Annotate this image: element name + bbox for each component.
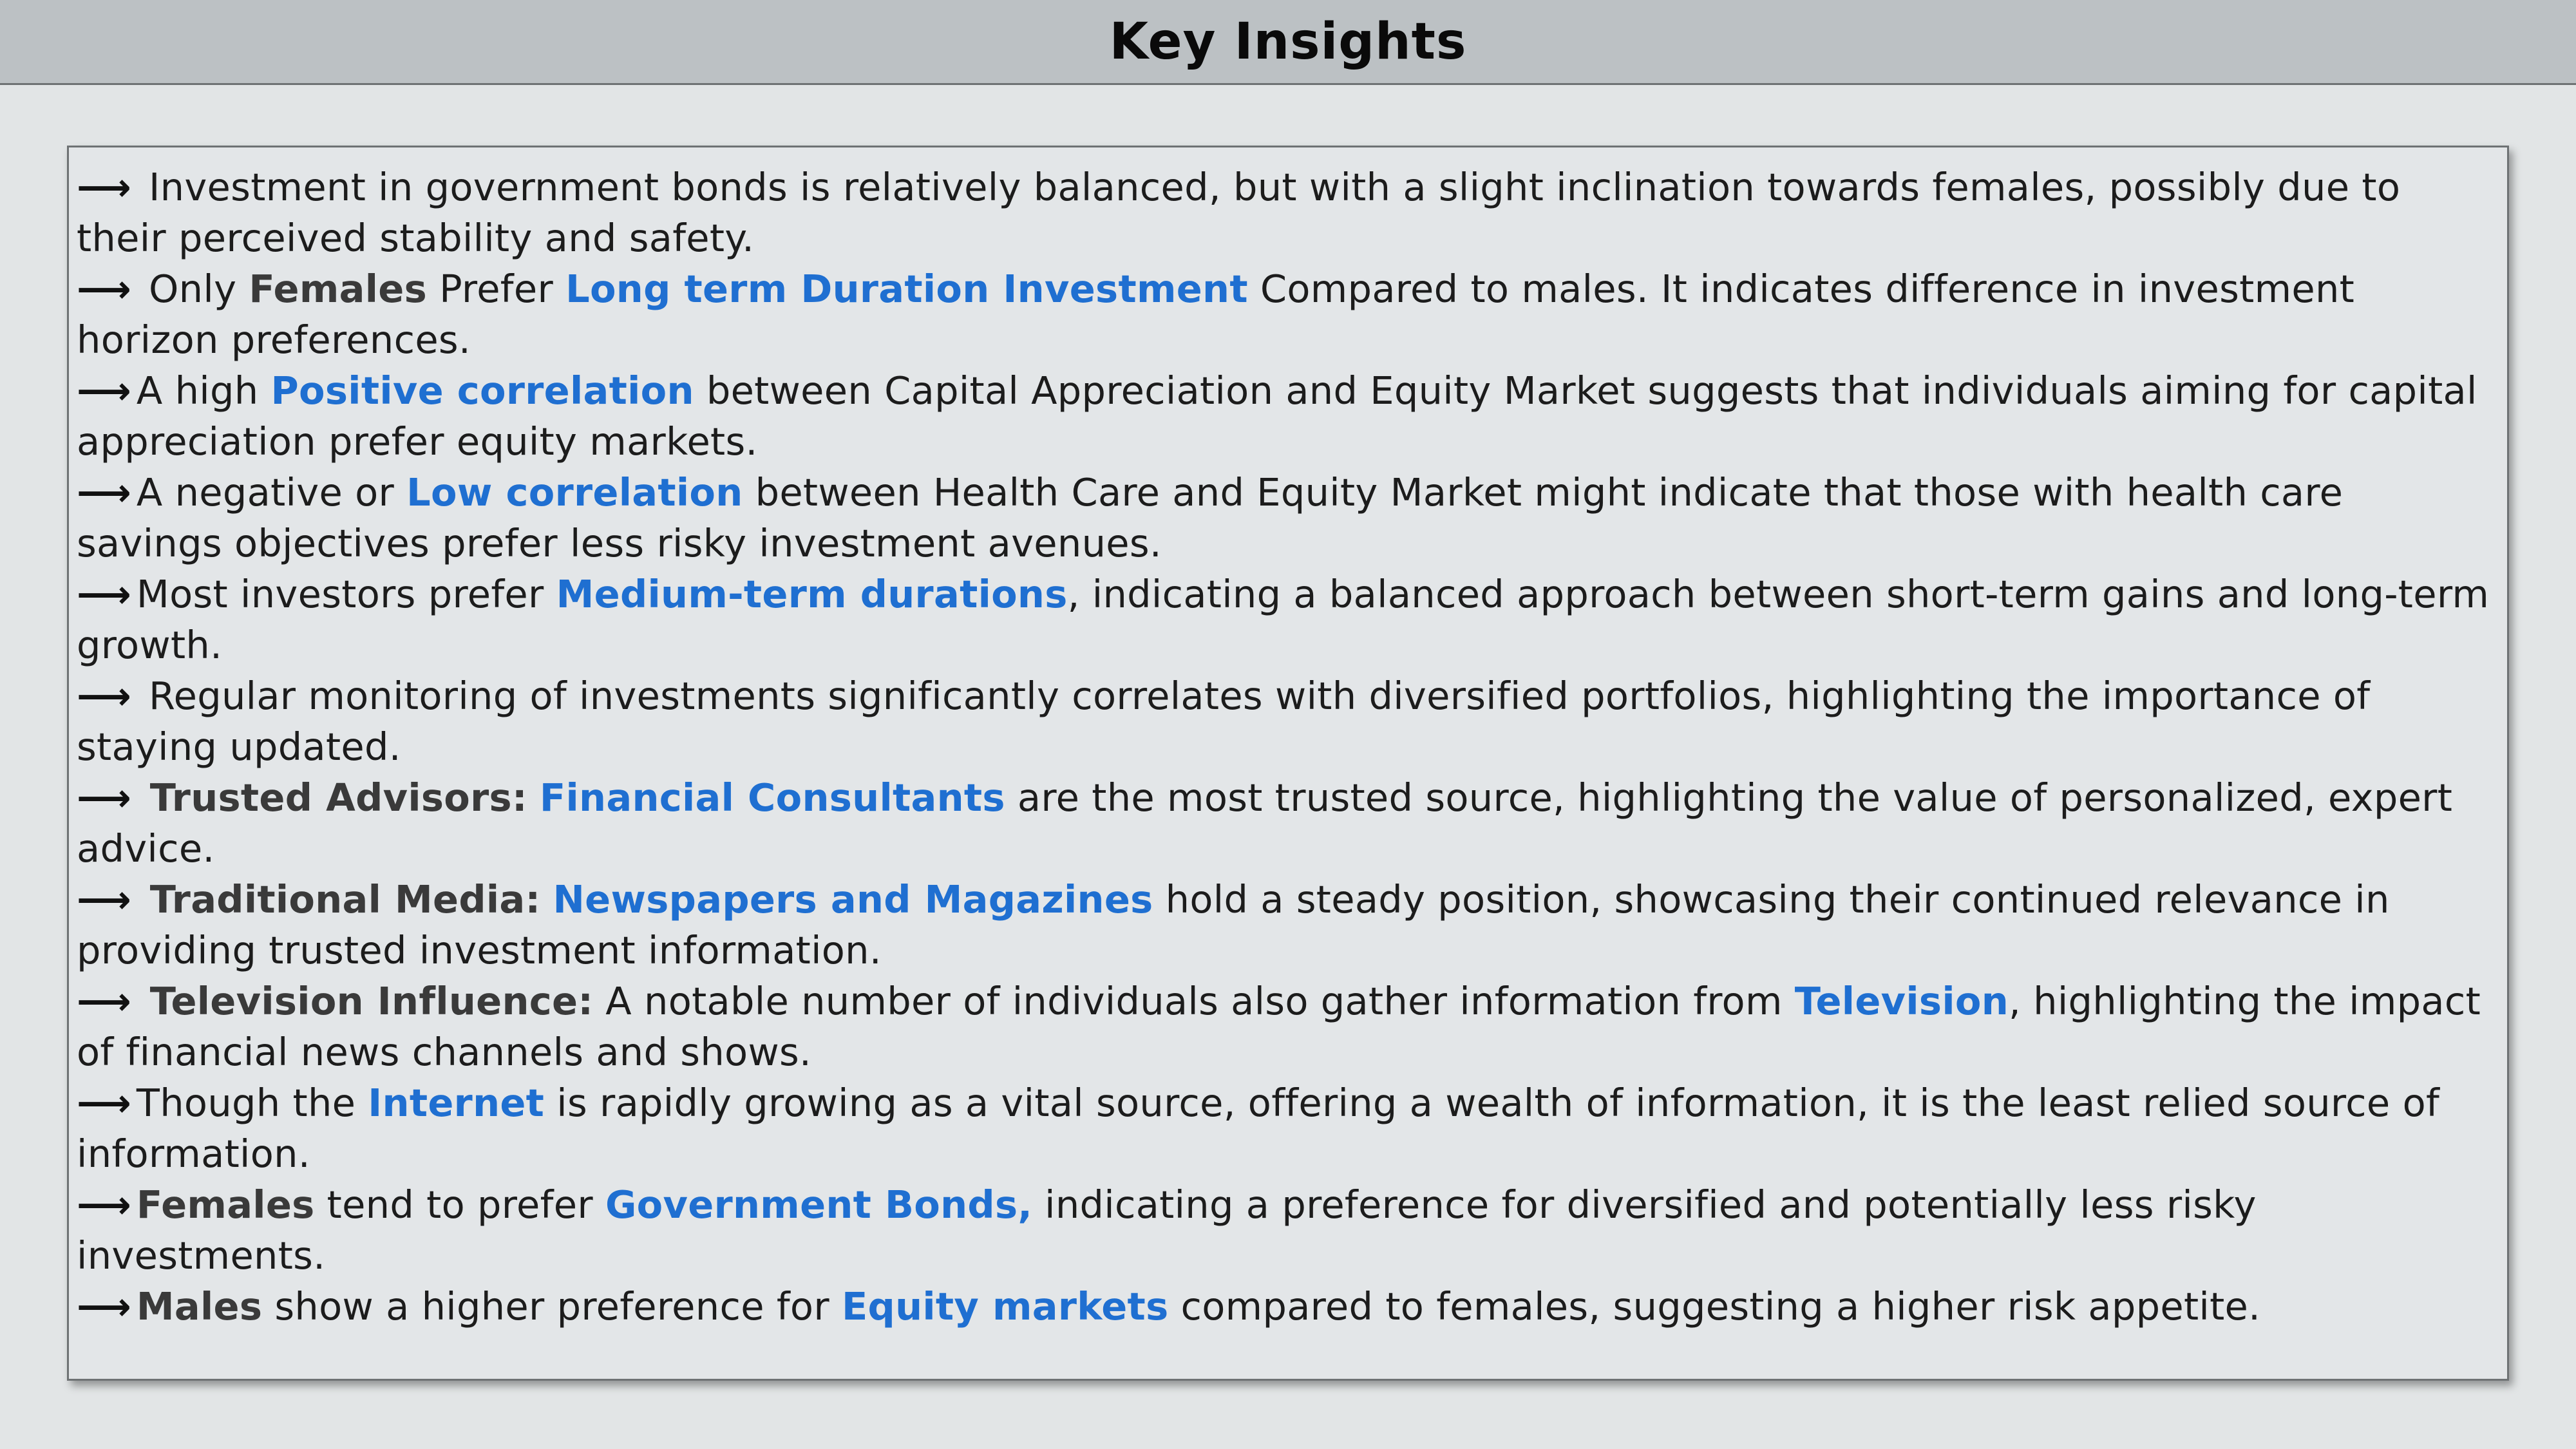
insight-text: A high (136, 368, 271, 413)
insight-text: Though the (136, 1081, 368, 1125)
insight-text: between Health Care and Equity Market mi… (77, 470, 2344, 565)
insight-text: A negative or (136, 470, 407, 515)
page-title: Key Insights (1109, 12, 1467, 71)
insight-item: ⟶ Regular monitoring of investments sign… (77, 670, 2501, 772)
highlight-text: Low correlation (406, 470, 743, 515)
highlight-text: Equity markets (841, 1284, 1169, 1329)
highlight-text: Government Bonds, (605, 1182, 1033, 1227)
arrow-right-icon: ⟶ (77, 165, 131, 209)
emphasis-text: Traditional Media: (136, 877, 541, 922)
insight-text: Only (136, 267, 249, 311)
insight-text (527, 775, 540, 820)
emphasis-text: Television Influence: (136, 979, 594, 1023)
arrow-right-icon: ⟶ (77, 877, 131, 922)
arrow-right-icon: ⟶ (77, 775, 131, 820)
insight-text: is rapidly growing as a vital source, of… (77, 1081, 2440, 1176)
insight-text: Compared to males. It indicates differen… (77, 267, 2355, 362)
insight-item: ⟶ A negative or Low correlation between H… (77, 467, 2501, 569)
arrow-right-icon: ⟶ (77, 979, 131, 1023)
highlight-text: Newspapers and Magazines (553, 877, 1153, 922)
insight-text: between Capital Appreciation and Equity … (77, 368, 2477, 464)
insights-list: ⟶ Investment in government bonds is rela… (77, 162, 2501, 1332)
arrow-right-icon: ⟶ (77, 1081, 131, 1125)
highlight-text: Positive correlation (270, 368, 694, 413)
highlight-text: Internet (368, 1081, 545, 1125)
emphasis-text: Females (249, 267, 428, 311)
insight-text: hold a steady position, showcasing their… (77, 877, 2390, 972)
arrow-right-icon: ⟶ (77, 368, 131, 413)
insight-text: Investment in government bonds is relati… (77, 165, 2401, 260)
insight-text: , indicating a balanced approach between… (77, 572, 2490, 667)
insight-item: ⟶ Females tend to prefer Government Bonds… (77, 1179, 2501, 1281)
insight-text: A notable number of individuals also gat… (593, 979, 1795, 1023)
insight-item: ⟶ Though the Internet is rapidly growing … (77, 1077, 2501, 1179)
insight-text: compared to females, suggesting a higher… (1168, 1284, 2261, 1329)
arrow-right-icon: ⟶ (77, 572, 131, 616)
insight-item: ⟶ Television Influence: A notable number… (77, 976, 2501, 1077)
insight-item: ⟶ Only Females Prefer Long term Duration… (77, 263, 2501, 365)
emphasis-text: Females (136, 1182, 315, 1227)
insight-item: ⟶ A high Positive correlation between Cap… (77, 365, 2501, 467)
insight-text: Regular monitoring of investments signif… (77, 674, 2371, 769)
insight-text: indicating a preference for diversified … (77, 1182, 2257, 1278)
insight-item: ⟶ Trusted Advisors: Financial Consultant… (77, 772, 2501, 874)
arrow-right-icon: ⟶ (77, 267, 131, 311)
insight-item: ⟶ Males show a higher preference for Equi… (77, 1281, 2501, 1332)
insight-text: tend to prefer (314, 1182, 605, 1227)
insight-text: Prefer (427, 267, 566, 311)
insight-text: Most investors prefer (136, 572, 556, 616)
highlight-text: Medium-term durations (556, 572, 1068, 616)
insights-panel: ⟶ Investment in government bonds is rela… (67, 146, 2509, 1381)
insight-text: , highlighting the impact of financial n… (77, 979, 2481, 1074)
insight-text: show a higher preference for (262, 1284, 842, 1329)
insight-item: ⟶ Investment in government bonds is rela… (77, 162, 2501, 263)
highlight-text: Television (1794, 979, 2009, 1023)
title-bar: Key Insights (0, 0, 2576, 85)
insight-text: are the most trusted source, highlightin… (77, 775, 2453, 871)
emphasis-text: Males (136, 1284, 263, 1329)
arrow-right-icon: ⟶ (77, 674, 131, 718)
insight-text (540, 877, 553, 922)
arrow-right-icon: ⟶ (77, 1182, 131, 1227)
insight-item: ⟶ Most investors prefer Medium-term durat… (77, 569, 2501, 670)
arrow-right-icon: ⟶ (77, 1284, 131, 1329)
highlight-text: Financial Consultants (539, 775, 1005, 820)
highlight-text: Long term Duration Investment (565, 267, 1248, 311)
emphasis-text: Trusted Advisors: (136, 775, 527, 820)
arrow-right-icon: ⟶ (77, 470, 131, 515)
insight-item: ⟶ Traditional Media: Newspapers and Maga… (77, 874, 2501, 976)
